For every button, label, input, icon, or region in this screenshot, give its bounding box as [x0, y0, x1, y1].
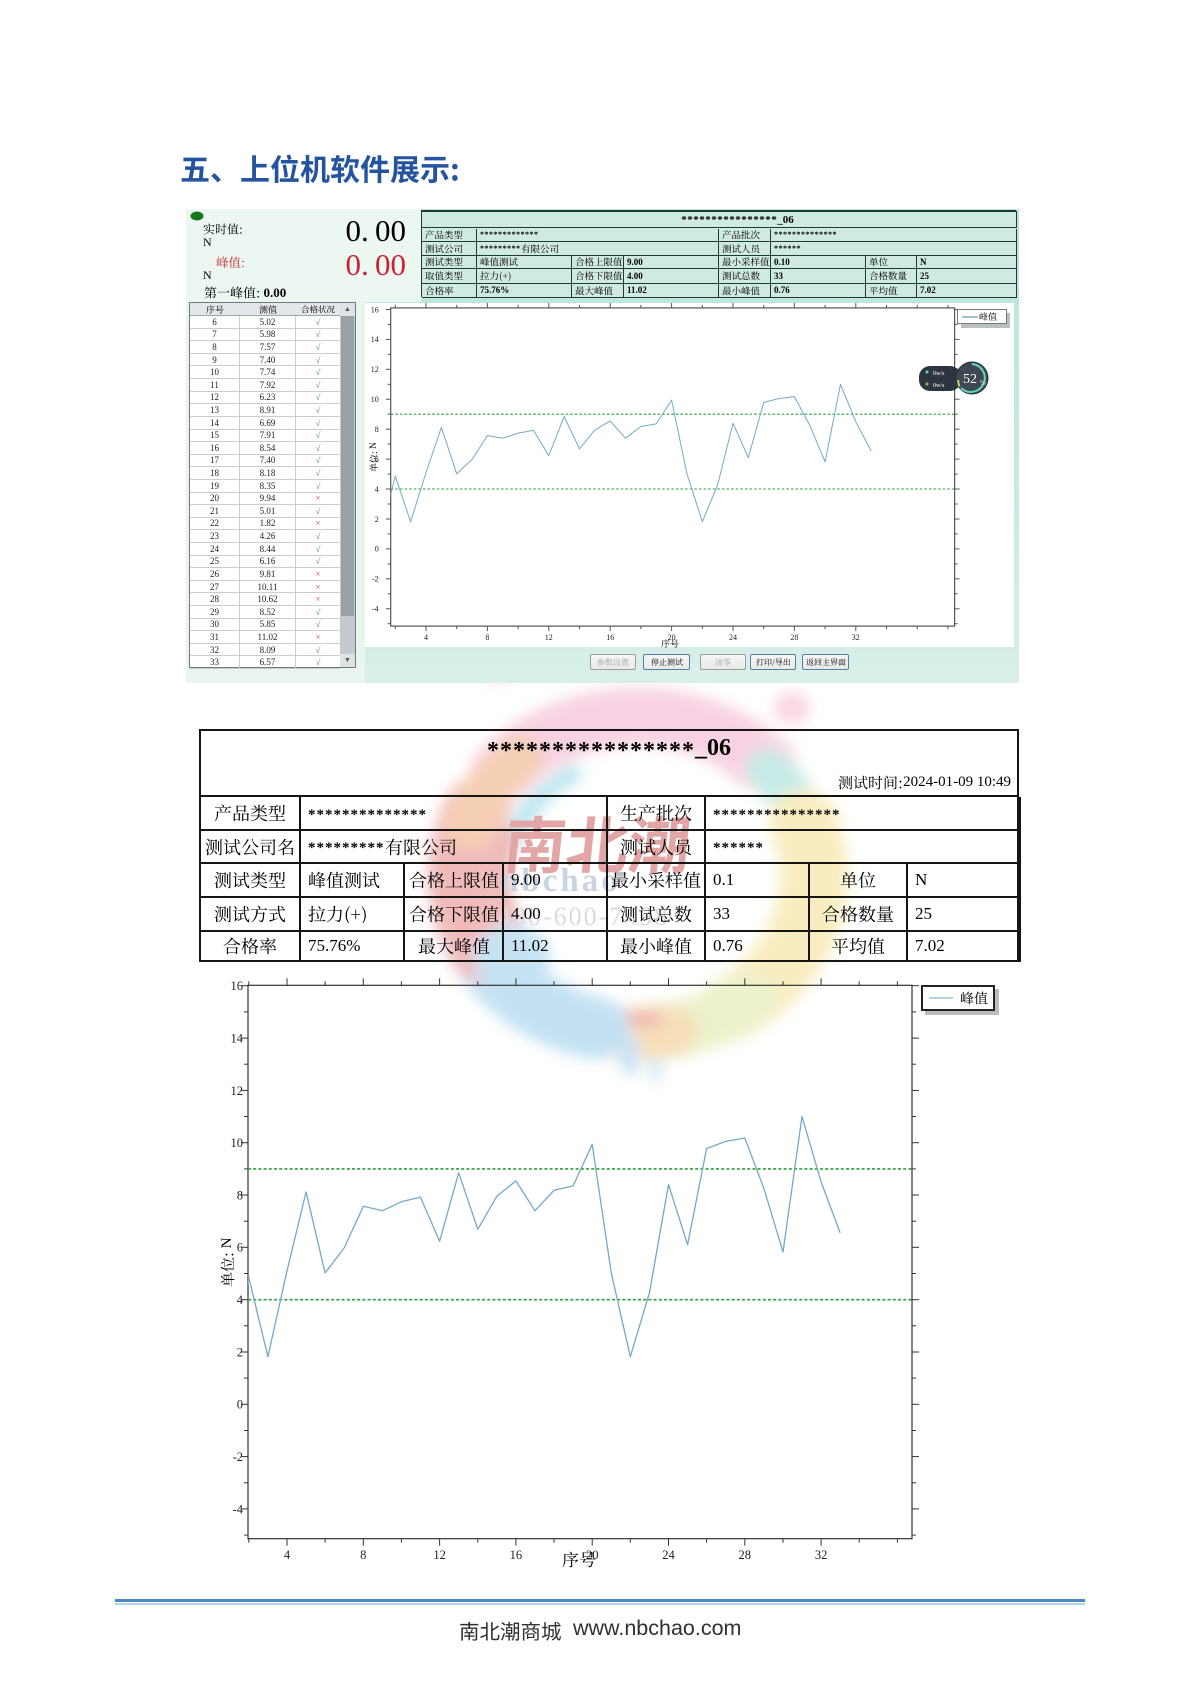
svg-text:-2: -2	[233, 1450, 243, 1464]
svg-text:28: 28	[790, 633, 798, 642]
svg-text:12: 12	[433, 1548, 446, 1562]
svg-text:32: 32	[852, 633, 860, 642]
svg-text:2: 2	[375, 515, 379, 524]
svg-text:16: 16	[510, 1548, 523, 1562]
svg-text:8: 8	[485, 633, 489, 642]
svg-text:24: 24	[662, 1548, 675, 1562]
svg-text:12: 12	[371, 365, 379, 374]
svg-text:0w/s: 0w/s	[933, 371, 945, 377]
svg-text:16: 16	[371, 305, 379, 314]
svg-text:14: 14	[231, 1031, 244, 1045]
svg-text:-4: -4	[372, 605, 379, 614]
svg-text:8: 8	[375, 425, 379, 434]
svg-text:-4: -4	[233, 1502, 244, 1516]
svg-text:0w/s: 0w/s	[933, 383, 945, 389]
svg-text:52: 52	[963, 372, 977, 387]
svg-text:2: 2	[237, 1345, 243, 1359]
svg-text:6: 6	[237, 1241, 243, 1255]
svg-text:24: 24	[729, 633, 737, 642]
svg-text:14: 14	[371, 335, 379, 344]
svg-text:400-600-7498: 400-600-7498	[498, 902, 669, 931]
svg-text:6: 6	[375, 455, 379, 464]
svg-text:4: 4	[424, 633, 428, 642]
svg-text:4: 4	[375, 485, 379, 494]
svg-text:8: 8	[237, 1188, 243, 1202]
svg-text:32: 32	[815, 1548, 828, 1562]
svg-text:8: 8	[360, 1548, 366, 1562]
svg-text:10: 10	[371, 395, 379, 404]
svg-text:12: 12	[545, 633, 553, 642]
svg-text:%: %	[980, 379, 986, 387]
svg-text:0: 0	[237, 1398, 243, 1412]
svg-text:12: 12	[231, 1084, 244, 1098]
svg-text:4: 4	[284, 1548, 291, 1562]
svg-text:10: 10	[231, 1136, 244, 1150]
svg-text:28: 28	[739, 1548, 752, 1562]
svg-text:-2: -2	[372, 575, 379, 584]
svg-text:4: 4	[237, 1293, 244, 1307]
svg-text:20: 20	[668, 633, 676, 642]
svg-text:16: 16	[231, 979, 244, 993]
svg-text:0: 0	[375, 545, 379, 554]
svg-text:16: 16	[606, 633, 614, 642]
svg-text:nbchao: nbchao	[500, 863, 621, 899]
